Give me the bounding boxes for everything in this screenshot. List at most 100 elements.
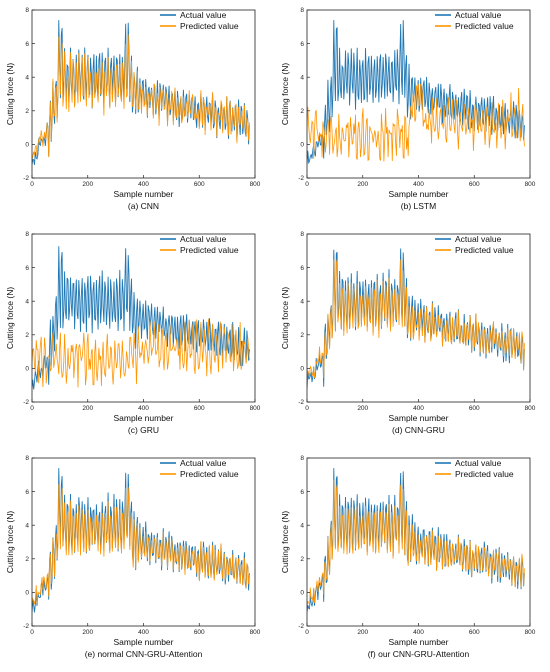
legend-label-predicted: Predicted value [455, 21, 514, 31]
y-tick-label: 4 [25, 298, 29, 305]
y-tick-label: -2 [298, 175, 304, 182]
legend-label-actual: Actual value [455, 458, 502, 468]
y-axis-label: Cutting force (N) [5, 511, 15, 574]
y-tick-label: 4 [25, 74, 29, 81]
y-axis-label: Cutting force (N) [280, 287, 290, 350]
y-tick-label: 8 [300, 7, 304, 14]
y-tick-label: 6 [25, 489, 29, 496]
y-tick-label: 0 [25, 590, 29, 597]
x-tick-label: 200 [357, 181, 368, 188]
chart-panel-cnngru: 0 200 400 600 800 -2 0 2 4 6 8 Sample number Cutting… [275, 224, 550, 448]
x-tick-label: 600 [194, 629, 205, 636]
panel-caption: (f) our CNN-GRU-Attention [368, 649, 470, 659]
y-tick-label: 8 [25, 7, 29, 14]
y-tick-label: 4 [300, 74, 304, 81]
y-axis-label: Cutting force (N) [280, 63, 290, 126]
x-tick-label: 400 [138, 181, 149, 188]
series-line-actual [32, 246, 250, 390]
series-line-actual [307, 468, 525, 613]
y-tick-label: 0 [25, 366, 29, 373]
y-tick-label: 2 [300, 556, 304, 563]
x-tick-label: 800 [525, 629, 536, 636]
x-tick-label: 0 [305, 405, 309, 412]
x-tick-label: 200 [82, 629, 93, 636]
series-line-predicted [32, 484, 250, 605]
y-tick-label: 2 [25, 332, 29, 339]
legend-label-predicted: Predicted value [455, 245, 514, 255]
x-tick-label: 600 [194, 405, 205, 412]
x-tick-label: 600 [469, 629, 480, 636]
x-tick-label: 600 [469, 181, 480, 188]
x-tick-label: 200 [82, 405, 93, 412]
y-tick-label: 2 [25, 556, 29, 563]
y-tick-label: 4 [300, 298, 304, 305]
x-axis-label: Sample number [388, 189, 448, 199]
x-axis-label: Sample number [113, 413, 173, 423]
x-tick-label: 200 [357, 405, 368, 412]
x-axis-label: Sample number [388, 413, 448, 423]
y-tick-label: 6 [25, 41, 29, 48]
x-tick-label: 800 [250, 405, 261, 412]
y-axis-label: Cutting force (N) [5, 287, 15, 350]
x-tick-label: 0 [30, 405, 34, 412]
x-tick-label: 0 [305, 181, 309, 188]
panel-caption: (e) normal CNN-GRU-Attention [85, 649, 203, 659]
legend-label-actual: Actual value [180, 234, 227, 244]
legend-label-predicted: Predicted value [180, 469, 239, 479]
x-tick-label: 200 [357, 629, 368, 636]
y-tick-label: 2 [25, 108, 29, 115]
x-axis-label: Sample number [388, 637, 448, 647]
panel-caption: (c) GRU [128, 425, 159, 435]
y-tick-label: 8 [25, 455, 29, 462]
y-tick-label: 0 [300, 142, 304, 149]
chart-panel-gru: 0 200 400 600 800 -2 0 2 4 6 8 Sample number Cutting… [0, 224, 275, 448]
panel-caption: (a) CNN [128, 201, 159, 211]
y-axis-label: Cutting force (N) [280, 511, 290, 574]
series-line-predicted [307, 259, 525, 382]
x-tick-label: 400 [138, 405, 149, 412]
y-tick-label: 0 [300, 590, 304, 597]
x-tick-label: 800 [525, 405, 536, 412]
series-line-predicted [307, 479, 525, 606]
y-tick-label: 0 [25, 142, 29, 149]
y-tick-label: -2 [23, 623, 29, 630]
x-tick-label: 600 [194, 181, 205, 188]
x-axis-label: Sample number [113, 637, 173, 647]
x-axis-label: Sample number [113, 189, 173, 199]
y-tick-label: 2 [300, 332, 304, 339]
legend-label-predicted: Predicted value [180, 245, 239, 255]
legend-label-actual: Actual value [180, 10, 227, 20]
chart-panel-ouratt: 0 200 400 600 800 -2 0 2 4 6 8 Sample number Cutting… [275, 448, 550, 672]
x-tick-label: 400 [413, 181, 424, 188]
y-tick-label: 6 [300, 41, 304, 48]
x-tick-label: 400 [413, 629, 424, 636]
y-axis-label: Cutting force (N) [5, 63, 15, 126]
x-tick-label: 0 [305, 629, 309, 636]
y-tick-label: -2 [23, 175, 29, 182]
legend-label-predicted: Predicted value [455, 469, 514, 479]
y-tick-label: 6 [300, 265, 304, 272]
series-line-predicted [307, 83, 525, 162]
series-line-predicted [32, 319, 250, 388]
panel-caption: (b) LSTM [401, 201, 436, 211]
y-tick-label: 8 [300, 231, 304, 238]
y-tick-label: 4 [300, 522, 304, 529]
y-tick-label: 8 [300, 455, 304, 462]
chart-panel-cnn: 0 200 400 600 800 -2 0 2 4 6 8 Sample number Cutting… [0, 0, 275, 224]
y-tick-label: 6 [300, 489, 304, 496]
x-tick-label: 200 [82, 181, 93, 188]
y-tick-label: -2 [23, 399, 29, 406]
x-tick-label: 0 [30, 629, 34, 636]
legend-label-actual: Actual value [455, 10, 502, 20]
legend-label-predicted: Predicted value [180, 21, 239, 31]
series-line-predicted [32, 34, 250, 160]
y-tick-label: 2 [300, 108, 304, 115]
y-tick-label: 0 [300, 366, 304, 373]
